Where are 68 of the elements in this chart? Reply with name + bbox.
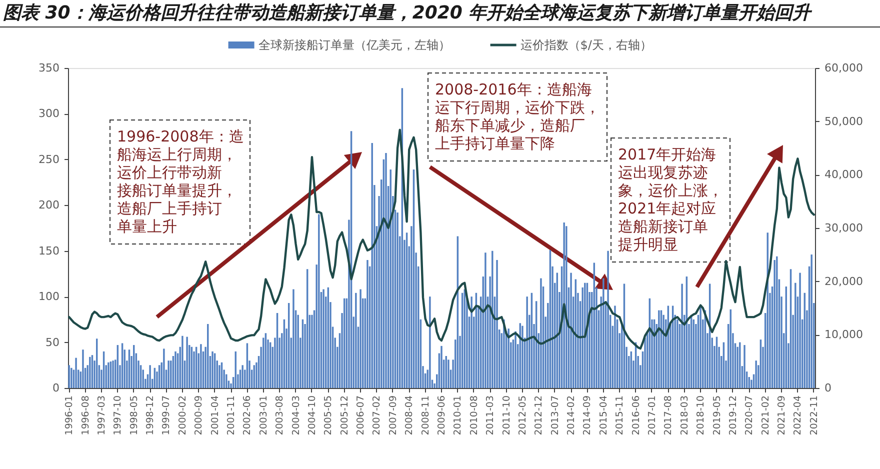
x-tick-label: 2017-01 — [646, 396, 658, 436]
x-tick-label: 2008-04 — [404, 396, 416, 436]
y2-tick-label: 40,000 — [824, 168, 863, 182]
x-tick-label: 2021-09 — [776, 396, 788, 436]
annotation: 1996-2008年：造船海运上行周期，运价上行带动新接船订单量提升，造船厂上手持订单量上升 — [117, 128, 244, 236]
legend-label: 运价指数（$/天，右轴） — [520, 38, 652, 52]
y2-tick-label: 10,000 — [824, 328, 863, 342]
x-tick-label: 2022-04 — [792, 396, 804, 436]
x-tick-label: 2003-08 — [274, 396, 286, 436]
x-tick-label: 2004-10 — [306, 396, 318, 436]
x-tick-label: 2006-07 — [356, 396, 367, 436]
y-tick-label: 150 — [38, 244, 60, 258]
x-tick-label: 2007-09 — [388, 396, 399, 436]
x-tick-label: 2009-06 — [436, 396, 448, 436]
x-tick-label: 2016-06 — [630, 396, 642, 436]
y-tick-label: 350 — [38, 62, 60, 74]
x-tick-label: 2002-06 — [242, 396, 254, 436]
x-tick-label: 2018-10 — [696, 396, 707, 436]
x-tick-label: 2010-08 — [468, 396, 480, 436]
y2-tick-label: 30,000 — [824, 222, 863, 234]
x-tick-label: 2008-11 — [420, 396, 432, 436]
annotation: 2008-2016年：造船海运下行周期，运价下跌，船东下单减少，造船厂上手持订单量下降 — [435, 80, 600, 152]
x-tick-label: 2019-05 — [712, 396, 723, 436]
x-tick-label: 1998-05 — [128, 396, 140, 436]
x-tick-label: 2014-09 — [582, 396, 594, 436]
x-tick-label: 2000-02 — [177, 396, 188, 436]
x-tick-label: 1997-10 — [112, 396, 124, 436]
x-tick-label: 2020-07 — [744, 396, 756, 436]
y2-tick-label: 50,000 — [824, 114, 863, 128]
x-tick-label: 2012-05 — [517, 396, 528, 436]
x-tick-label: 2015-11 — [614, 396, 626, 436]
x-tick-label: 2014-02 — [566, 396, 578, 436]
x-tick-label: 2004-03 — [290, 396, 302, 436]
chart-title: 图表 30：海运价格回升往往带动造船新接订单量，2020 年开始全球海运复苏下新增订单量开始回升 — [3, 2, 813, 24]
x-tick-label: 2001-11 — [226, 396, 238, 436]
x-tick-label: 2000-09 — [194, 396, 205, 436]
x-tick-label: 2003-01 — [258, 396, 270, 436]
x-tick-label: 1996-08 — [80, 396, 92, 436]
y2-tick-label: 60,000 — [824, 62, 863, 74]
y-tick-label: 300 — [38, 107, 60, 120]
y-tick-label: 0 — [52, 382, 60, 394]
x-tick-label: 2013-07 — [550, 396, 561, 436]
y-tick-label: 250 — [38, 152, 60, 166]
x-tick-label: 2005-05 — [323, 396, 334, 436]
x-tick-label: 2018-03 — [679, 396, 690, 436]
annotation: 2017年开始海运出现复苏迹象，运价上涨，2021年起对应造船新接订单提升明显 — [618, 146, 723, 254]
y-tick-label: 100 — [38, 290, 60, 304]
x-tick-label: 1997-03 — [96, 396, 108, 436]
y-tick-label: 200 — [38, 198, 60, 212]
x-tick-label: 2001-04 — [210, 396, 221, 436]
x-tick-label: 1996-01 — [64, 396, 76, 436]
x-tick-label: 2005-12 — [339, 396, 350, 436]
x-tick-label: 2012-12 — [534, 396, 545, 436]
x-tick-label: 2017-08 — [663, 396, 674, 436]
x-tick-label: 2007-02 — [372, 396, 383, 436]
x-tick-label: 2022-11 — [808, 396, 820, 436]
y-tick-label: 50 — [46, 336, 60, 349]
legend-label: 全球新接船订单量（亿美元，左轴） — [258, 38, 450, 52]
x-tick-label: 2011-03 — [485, 396, 496, 436]
x-tick-label: 2011-10 — [501, 396, 512, 436]
x-tick-label: 1999-07 — [161, 396, 172, 436]
x-tick-label: 2021-02 — [760, 396, 772, 436]
x-tick-label: 1998-12 — [145, 396, 156, 436]
x-tick-label: 2019-12 — [728, 396, 739, 436]
x-tick-label: 2010-01 — [452, 396, 464, 436]
y2-tick-label: 20,000 — [824, 274, 863, 288]
x-tick-label: 2015-04 — [598, 396, 610, 436]
y2-tick-label: 0 — [824, 382, 832, 394]
